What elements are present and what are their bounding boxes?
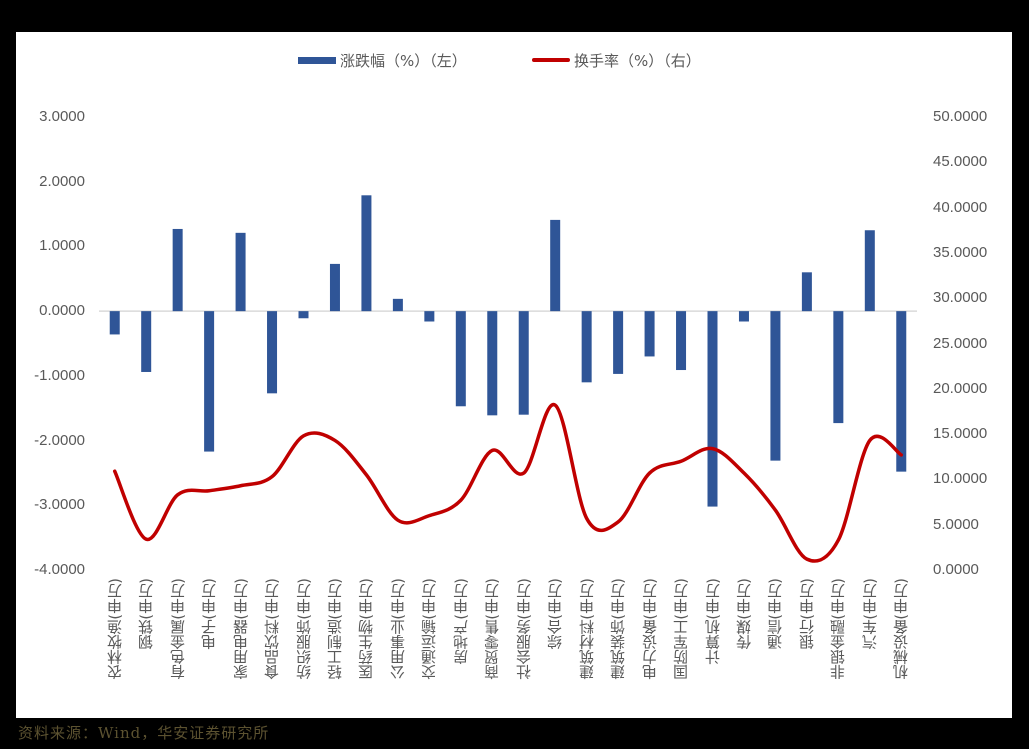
x-tick-label: 轻工制造(申万) — [325, 578, 344, 680]
x-tick-label: 传媒(申万) — [734, 578, 753, 650]
x-tick-label: 计算机(申万) — [703, 578, 722, 665]
bar — [267, 311, 278, 394]
x-tick-label: 建筑材料(申万) — [577, 578, 596, 680]
x-tick-label: 通信(申万) — [766, 578, 785, 650]
bar — [581, 311, 592, 383]
bar — [518, 311, 529, 415]
left-tick-label: 1.0000 — [39, 237, 85, 255]
right-tick-label: 35.0000 — [933, 243, 988, 261]
bar — [707, 311, 718, 507]
x-tick-label: 机械设备(申万) — [892, 578, 911, 680]
legend-item-bar: 涨跌幅（%）（左） — [298, 48, 467, 72]
bar — [833, 311, 844, 424]
x-tick-label: 公用事业(申万) — [388, 578, 407, 680]
legend-line-swatch — [532, 58, 570, 62]
bar — [141, 311, 152, 372]
bar — [455, 311, 466, 407]
bar — [864, 230, 875, 312]
x-tick-label: 农林牧渔(申万) — [105, 578, 124, 680]
bar — [896, 311, 907, 472]
x-tick-label: 交通运输(申万) — [420, 578, 439, 680]
source-note: 资料来源：Wind，华安证券研究所 — [18, 724, 270, 742]
right-tick-label: 5.0000 — [933, 515, 979, 533]
right-tick-label: 10.0000 — [933, 470, 988, 488]
legend: 涨跌幅（%）（左） 换手率（%）（右） — [0, 48, 1029, 72]
left-tick-label: -4.0000 — [34, 561, 85, 578]
left-tick-label: 3.0000 — [39, 108, 85, 125]
left-tick-label: -3.0000 — [34, 496, 85, 514]
x-tick-label: 房地产(申万) — [451, 578, 470, 665]
x-tick-label: 纺织服饰(申万) — [294, 578, 313, 680]
bar — [424, 311, 435, 322]
x-tick-label: 银行(申万) — [797, 578, 816, 650]
bar — [801, 272, 812, 312]
legend-bar-swatch — [298, 56, 336, 64]
x-tick-label: 商贸零售(申万) — [483, 578, 502, 680]
bar — [392, 298, 403, 312]
bar — [109, 311, 120, 335]
bar — [204, 311, 215, 452]
bar — [770, 311, 781, 461]
bar — [329, 263, 340, 312]
x-tick-label: 电力设备(申万) — [640, 578, 659, 680]
x-tick-label: 建筑装饰(申万) — [609, 578, 628, 680]
right-tick-label: 15.0000 — [933, 425, 988, 443]
x-tick-label: 非银金融(申万) — [829, 578, 848, 680]
right-tick-label: 0.0000 — [933, 561, 979, 578]
x-tick-label: 食品饮料(申万) — [263, 578, 282, 680]
bar — [676, 311, 687, 371]
chart-panel — [16, 32, 1012, 718]
right-tick-label: 20.0000 — [933, 379, 988, 397]
right-tick-label: 30.0000 — [933, 289, 988, 307]
x-tick-label: 医药生物(申万) — [357, 578, 376, 680]
legend-bar-label: 涨跌幅（%）（左） — [340, 51, 467, 70]
bar — [361, 195, 372, 312]
left-tick-label: -1.0000 — [34, 366, 85, 384]
bar — [487, 311, 498, 416]
right-tick-label: 45.0000 — [933, 153, 988, 171]
x-tick-label: 有色金属(申万) — [168, 578, 187, 680]
bar — [738, 311, 749, 322]
right-tick-label: 40.0000 — [933, 198, 988, 216]
turnover-line — [112, 403, 904, 563]
left-tick-label: -2.0000 — [34, 431, 85, 449]
x-tick-label: 汽车(申万) — [860, 578, 879, 650]
legend-item-line: 换手率（%）（右） — [532, 48, 701, 72]
bar — [235, 232, 246, 312]
x-tick-label: 综合(申万) — [546, 578, 565, 650]
bar — [613, 311, 624, 374]
x-tick-label: 国防军工(申万) — [672, 578, 691, 680]
x-tick-label: 家用电器(申万) — [231, 578, 250, 680]
left-tick-label: 0.0000 — [39, 302, 85, 320]
left-tick-label: 2.0000 — [39, 172, 85, 190]
x-tick-label: 社会服务(申万) — [514, 578, 533, 680]
right-tick-label: 50.0000 — [933, 108, 988, 125]
legend-line-label: 换手率（%）（右） — [574, 51, 701, 70]
right-tick-label: 25.0000 — [933, 334, 988, 352]
x-tick-label: 电子(申万) — [200, 578, 219, 650]
x-tick-label: 钢铁(申万) — [137, 578, 156, 650]
bar — [172, 228, 183, 312]
bar — [550, 219, 561, 312]
bar — [644, 311, 655, 357]
bar — [298, 311, 309, 319]
